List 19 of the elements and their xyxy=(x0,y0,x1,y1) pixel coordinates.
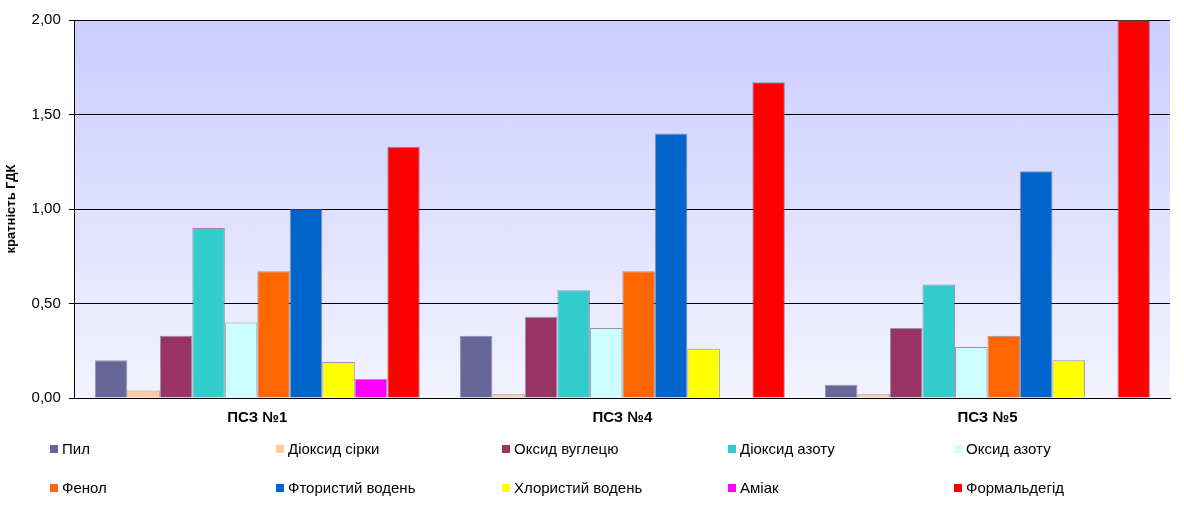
legend-label: Фтористий водень xyxy=(288,479,416,496)
legend-label: Формальдегід xyxy=(966,479,1064,496)
legend-label: Хлористий водень xyxy=(514,479,643,496)
y-axis-title: кратність ГДК xyxy=(3,164,19,254)
y-tick-label: 0,50 xyxy=(31,293,61,311)
x-tick-label: ПСЗ №5 xyxy=(957,408,1018,426)
legend-label: Діоксид азоту xyxy=(740,440,835,457)
legend-label: Фенол xyxy=(62,479,107,496)
x-tick-label: ПСЗ №1 xyxy=(227,408,288,426)
y-tick-label: 0,00 xyxy=(31,388,61,406)
x-tick-label: ПСЗ №4 xyxy=(592,408,654,426)
legend-label: Оксид вуглецю xyxy=(514,440,619,457)
legend-label: Діоксид сірки xyxy=(288,440,380,457)
legend-label: Оксид азоту xyxy=(966,440,1051,457)
y-tick-label: 1,50 xyxy=(31,104,61,122)
legend-label: Аміак xyxy=(740,479,779,496)
y-tick-label: 2,00 xyxy=(31,10,61,28)
y-tick-label: 1,00 xyxy=(31,199,61,217)
legend-label: Пил xyxy=(62,440,90,457)
